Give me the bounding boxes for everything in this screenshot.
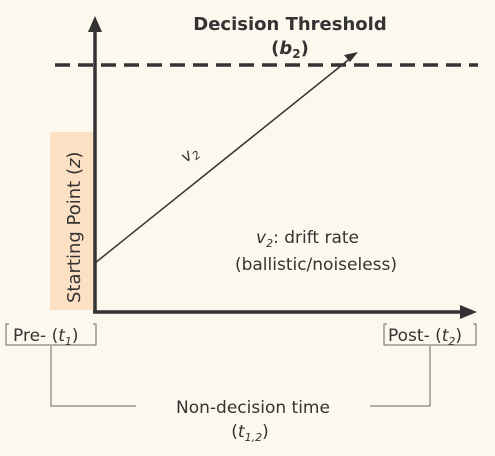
nondecision-symbol: (t1,2): [231, 422, 268, 444]
post-bracket: [383, 323, 477, 346]
drift-legend-note: (ballistic/noiseless): [235, 255, 397, 275]
pre-connector: [50, 346, 136, 407]
y-axis-arrow: [88, 16, 102, 32]
drift-arrow-head: [344, 52, 358, 62]
drift-legend: v2: drift rate: [256, 228, 359, 250]
starting-point-label: Starting Point (z): [64, 152, 85, 303]
threshold-title: Decision Threshold: [193, 14, 386, 35]
x-axis-arrow: [460, 305, 477, 319]
pre-bracket: [5, 323, 97, 346]
post-connector: [370, 346, 431, 407]
post-label: Post- (t2): [388, 326, 462, 348]
pre-label: Pre- (t1): [13, 326, 79, 348]
drift-line-label: v2: [177, 141, 204, 168]
nondecision-label: Non-decision time: [176, 398, 330, 418]
threshold-symbol: (b2): [271, 38, 309, 61]
starting-point-band: [50, 132, 95, 310]
drift-line: [94, 56, 353, 264]
